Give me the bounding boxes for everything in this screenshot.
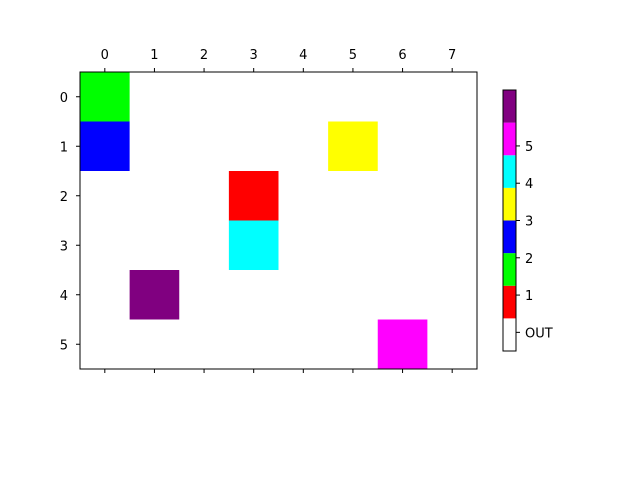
- heatmap-cell-5: [129, 270, 180, 320]
- x-axis-ticks: 0 1 2 3 4 5 6 7: [101, 48, 456, 373]
- x-tick-label-6: 6: [398, 48, 406, 63]
- colorbar-label-0: OUT: [525, 326, 553, 341]
- x-tick-label-4: 4: [299, 48, 307, 63]
- x-tick-label-0: 0: [101, 48, 109, 63]
- x-tick-label-5: 5: [349, 48, 357, 63]
- y-axis-ticks: 0 1 2 3 4 5: [60, 91, 80, 353]
- colorbar-label-4: 4: [525, 177, 533, 192]
- colorbar-label-5: 5: [525, 140, 533, 155]
- heatmap-cell-1: [80, 121, 130, 171]
- y-tick-label-1: 1: [60, 140, 68, 155]
- colorbar-segment-1: [503, 285, 516, 319]
- x-tick-label-2: 2: [200, 48, 208, 63]
- heatmap-cells: [80, 72, 428, 369]
- colorbar-segment-4: [503, 187, 516, 221]
- y-tick-label-4: 4: [60, 289, 68, 304]
- colorbar-label-3: 3: [525, 215, 533, 230]
- colorbar-segment-5: [503, 155, 516, 188]
- y-tick-label-0: 0: [60, 91, 68, 106]
- colorbar-segment-6: [503, 122, 516, 156]
- colorbar-label-1: 1: [525, 289, 533, 304]
- colorbar: OUT 1 2 3 4 5: [502, 89, 553, 352]
- colorbar-segment-7: [503, 90, 516, 123]
- x-tick-label-1: 1: [150, 48, 158, 63]
- y-tick-label-3: 3: [60, 239, 68, 254]
- y-tick-label-5: 5: [60, 338, 68, 353]
- y-tick-label-2: 2: [60, 190, 68, 205]
- x-tick-label-3: 3: [250, 48, 258, 63]
- colorbar-segment-2: [503, 253, 516, 286]
- colorbar-label-2: 2: [525, 252, 533, 267]
- heatmap-cell-2: [328, 121, 378, 171]
- x-tick-label-7: 7: [448, 48, 456, 63]
- axes-frame: [79, 71, 478, 370]
- heatmap-cell-0: [80, 72, 130, 122]
- heatmap-cell-3: [228, 171, 279, 221]
- heatmap-cell-6: [377, 319, 428, 369]
- heatmap-cell-4: [228, 220, 279, 270]
- colorbar-segment-3: [503, 220, 516, 254]
- colorbar-segment-0: [503, 318, 516, 351]
